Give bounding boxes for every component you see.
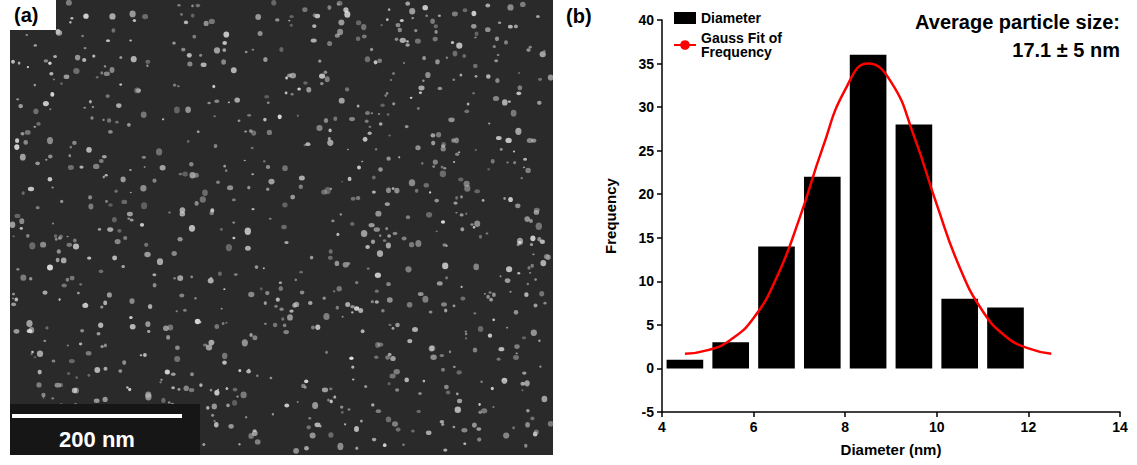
- svg-text:10: 10: [929, 419, 945, 435]
- svg-text:(b): (b): [566, 5, 592, 27]
- svg-text:12: 12: [1021, 419, 1037, 435]
- svg-text:5: 5: [646, 317, 654, 333]
- svg-text:10: 10: [638, 273, 654, 289]
- svg-text:20: 20: [638, 186, 654, 202]
- svg-text:200 nm: 200 nm: [59, 427, 135, 452]
- svg-text:4: 4: [658, 419, 666, 435]
- svg-text:30: 30: [638, 99, 654, 115]
- svg-text:8: 8: [841, 419, 849, 435]
- svg-text:15: 15: [638, 230, 654, 246]
- svg-text:Frequency: Frequency: [701, 44, 772, 60]
- svg-text:35: 35: [638, 56, 654, 72]
- svg-text:40: 40: [638, 12, 654, 28]
- svg-text:Frequency: Frequency: [602, 177, 619, 254]
- svg-text:Diameter (nm): Diameter (nm): [841, 441, 942, 458]
- svg-text:25: 25: [638, 143, 654, 159]
- svg-text:(a): (a): [14, 4, 38, 26]
- svg-text:Gauss Fit of: Gauss Fit of: [701, 30, 782, 46]
- svg-text:-5: -5: [642, 404, 655, 420]
- svg-text:0: 0: [646, 360, 654, 376]
- svg-text:17.1 ± 5 nm: 17.1 ± 5 nm: [1012, 39, 1120, 61]
- svg-text:14: 14: [1112, 419, 1128, 435]
- svg-text:Diameter: Diameter: [701, 10, 761, 26]
- svg-text:6: 6: [750, 419, 758, 435]
- svg-text:Average particle size:: Average particle size:: [915, 11, 1120, 33]
